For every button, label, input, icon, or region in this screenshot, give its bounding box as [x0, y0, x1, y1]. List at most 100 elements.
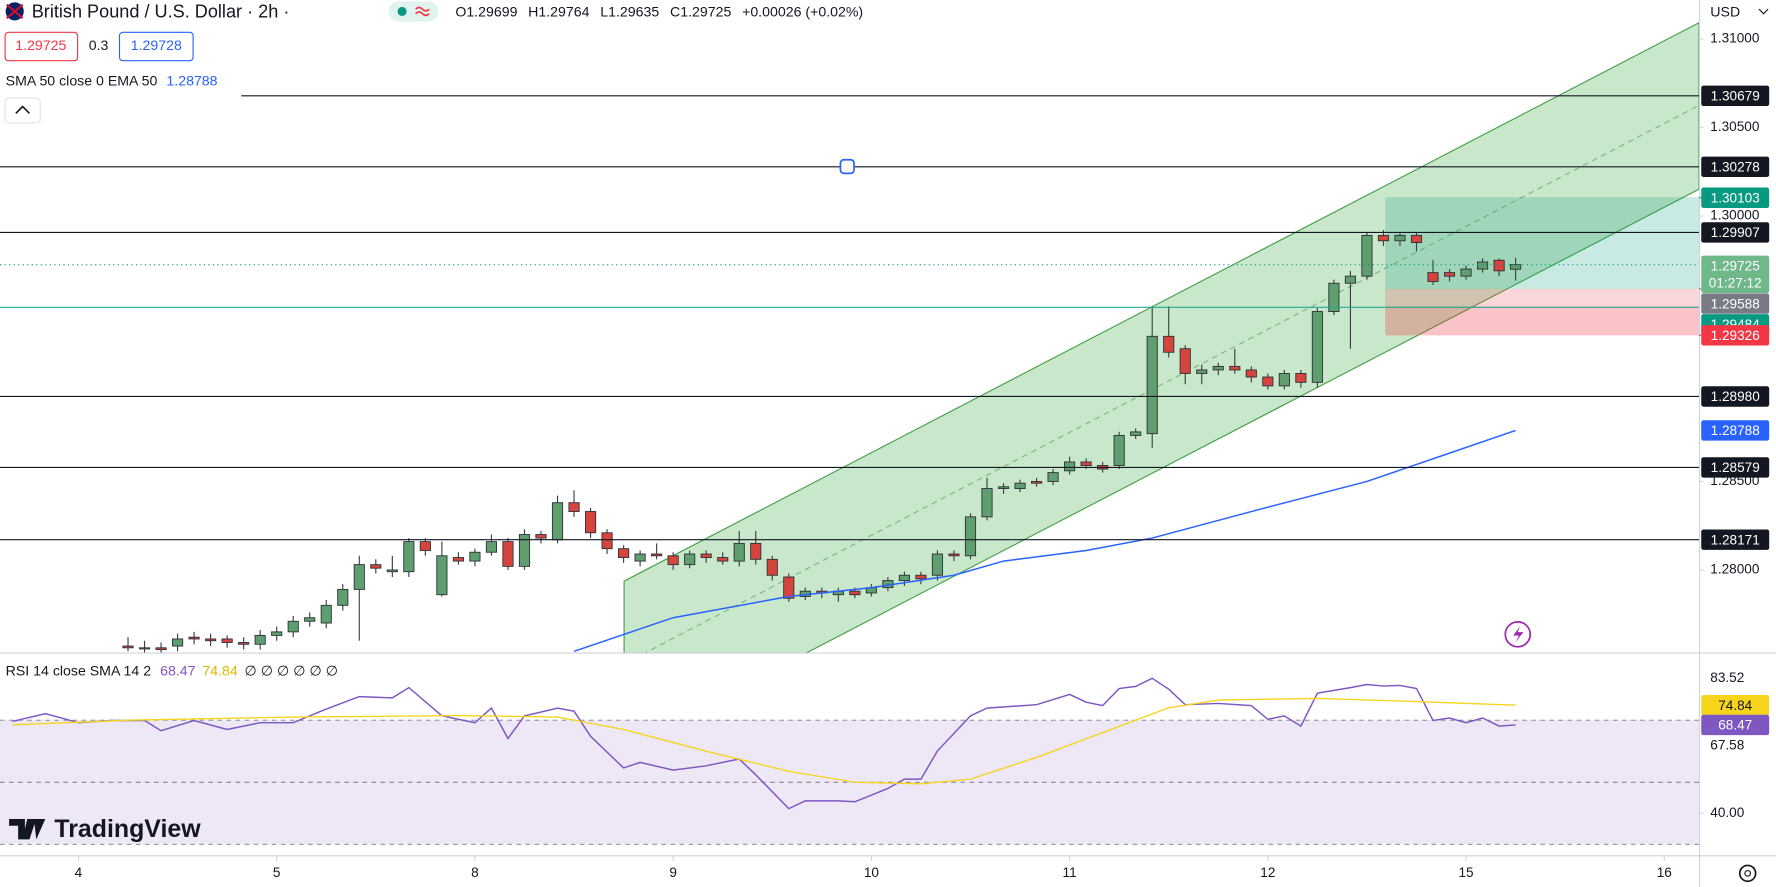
- price-label: 1.30278: [1711, 160, 1760, 175]
- y-tick-label: 1.28000: [1710, 562, 1760, 577]
- price-label: 1.29588: [1711, 296, 1760, 311]
- price-label-box: [1701, 187, 1770, 208]
- candle-body: [1163, 335, 1175, 353]
- x-tick-label: 11: [1063, 865, 1077, 880]
- candle-body: [353, 564, 365, 590]
- last-price-box: [1701, 255, 1770, 293]
- candle-body: [601, 532, 613, 550]
- candle-body: [122, 645, 134, 649]
- price-label-box: [1701, 325, 1770, 346]
- candle-body: [1196, 369, 1208, 374]
- indicator-name: SMA 50 close 0 EMA 50: [6, 72, 158, 88]
- indicator-legend: SMA 50 close 0 EMA 50 1.28788: [6, 72, 218, 88]
- flag-cross: [6, 3, 24, 20]
- candle-body: [1278, 373, 1290, 387]
- collapse-button[interactable]: [4, 97, 41, 124]
- candle-body: [915, 574, 927, 580]
- brand: TradingView: [54, 815, 201, 843]
- candle-body: [205, 638, 217, 642]
- settings-icon[interactable]: [1738, 864, 1757, 883]
- candle-body: [320, 604, 332, 624]
- price-label-box: [1701, 529, 1770, 550]
- candle-body: [386, 569, 398, 573]
- candle-body: [1328, 282, 1340, 312]
- candle-body: [948, 553, 960, 557]
- candle-body: [188, 636, 200, 640]
- candle-body: [684, 553, 696, 566]
- parallel-channel: [623, 22, 1699, 653]
- candle-body: [138, 647, 151, 650]
- buy-button[interactable]: [118, 31, 194, 62]
- candle-body: [370, 564, 382, 569]
- candle-body: [452, 557, 464, 562]
- candle-body: [898, 574, 910, 582]
- range-label: 67.58: [1710, 737, 1744, 752]
- currency-caret: [1758, 8, 1769, 15]
- candle-body: [1229, 365, 1241, 371]
- candle-body: [1064, 461, 1076, 472]
- candle-body: [254, 634, 266, 645]
- range-label: 83.52: [1710, 670, 1744, 685]
- candle-body: [1130, 431, 1142, 436]
- candle-body: [750, 542, 762, 560]
- candle-body: [1014, 482, 1026, 489]
- candle-body: [733, 542, 745, 562]
- ohlc: O1.29699 H1.29764 L1.29635 C1.29725 +0.0…: [455, 3, 863, 19]
- candle-body: [1460, 268, 1472, 277]
- candle-body: [1344, 275, 1357, 284]
- ohlc-key: O: [455, 3, 466, 19]
- candle-body: [518, 534, 531, 567]
- bar-timer: 01:27:12: [1709, 275, 1762, 290]
- candle-body: [783, 576, 795, 599]
- price-label: 1.28980: [1711, 389, 1761, 404]
- candle-body: [419, 541, 431, 551]
- price-label-box: [1701, 694, 1770, 716]
- candle-body: [634, 553, 646, 562]
- candle-body: [700, 553, 712, 558]
- candle-body: [849, 590, 861, 596]
- price-label: 1.30679: [1711, 89, 1760, 104]
- x-tick-label: 10: [864, 865, 880, 880]
- candle-body: [1179, 348, 1191, 374]
- price-label-box: [1701, 293, 1770, 314]
- candle-body: [1443, 272, 1456, 277]
- ohlc-change: +0.00026 (+0.02%): [742, 3, 863, 19]
- candle-body: [964, 516, 977, 557]
- candle-body: [436, 555, 448, 596]
- price-label-box: [1701, 156, 1770, 177]
- y-tick-label: 1.31000: [1710, 31, 1760, 46]
- y-tick-label: 1.30000: [1710, 208, 1760, 223]
- candle-body: [304, 617, 316, 622]
- drawing-handle[interactable]: [839, 158, 855, 175]
- candle-body: [667, 555, 679, 566]
- candle-body: [221, 638, 233, 643]
- candle-body: [1030, 480, 1043, 484]
- y-tick-label: 40.00: [1710, 805, 1744, 820]
- collapse-icon: [15, 105, 31, 114]
- price-label: 1.28171: [1711, 532, 1760, 547]
- candle-body: [287, 620, 299, 633]
- market-status[interactable]: [388, 1, 439, 22]
- currency[interactable]: USD: [1710, 3, 1740, 19]
- candle-body: [1245, 369, 1257, 378]
- sell-price: 1.29725: [15, 37, 66, 53]
- indicator-value: 1.28788: [166, 72, 217, 88]
- candle-body: [618, 548, 630, 558]
- channel-midline: [644, 104, 1699, 653]
- spread: 0.3: [89, 37, 109, 53]
- candle-body: [1080, 461, 1092, 466]
- ohlc-value: 1.29699: [466, 3, 517, 19]
- price-label: 1.29907: [1711, 225, 1760, 240]
- candle-body: [997, 486, 1010, 489]
- rsi-value: 68.47: [160, 662, 196, 678]
- candle-body: [1146, 335, 1158, 435]
- buy-price: 1.29728: [131, 37, 182, 53]
- ohlc-value: 1.29635: [608, 3, 659, 19]
- candle-body: [1311, 311, 1323, 383]
- x-tick-label: 5: [273, 865, 281, 880]
- candle-body: [1410, 234, 1423, 243]
- sell-button[interactable]: [4, 31, 79, 62]
- price-label: 1.28788: [1711, 423, 1760, 438]
- candle-body: [1212, 365, 1224, 371]
